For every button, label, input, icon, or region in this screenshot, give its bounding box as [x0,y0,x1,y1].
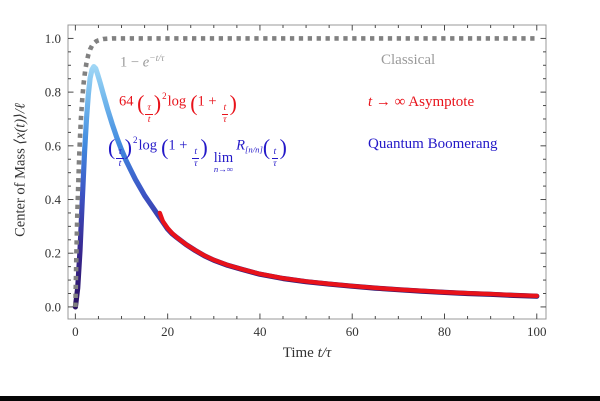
left-paren: ( [137,91,145,116]
formula-text: e [142,54,150,71]
formula-exponent: 2 [133,135,138,145]
tick-label: 40 [253,324,266,339]
x-axis-label: Time t/τ [282,345,332,361]
right-paren: ) [124,135,133,160]
formula-text: 1 + [197,93,221,110]
tick-label: 100 [527,324,547,339]
left-paren: ( [190,91,198,116]
classical-formula: 1 − e−t/τ [120,54,164,70]
right-paren: ) [153,91,162,116]
legend-classical-label: Classical [381,52,436,68]
legend-asymptote-label: t → ∞ Asymptote [368,94,475,110]
page-bottom-rule [0,396,600,401]
asymptote-curve [157,210,539,299]
left-paren: ( [108,135,116,160]
right-paren: ) [200,135,208,160]
right-paren: ) [279,135,287,160]
limit-operator: lim n→∞ [213,149,234,175]
pade-symbol: R [236,137,245,154]
tick-label: 80 [438,324,451,339]
log-operator: log [138,137,158,154]
pade-subscript: [n/n] [244,144,263,155]
legend-quantum-label: Quantum Boomerang [368,136,498,152]
tick-label: 0.2 [45,246,61,261]
formula-coefficient: 64 [119,93,138,110]
tick-label: 20 [161,324,174,339]
tick-label: 0.6 [45,138,62,153]
tick-label: 0.4 [45,192,62,207]
plot-frame [67,24,547,320]
formula-exponent: 2 [162,91,167,101]
left-paren: ( [262,135,271,160]
right-paren: ) [229,91,237,116]
quantum-formula: (τ t)2log (1 + t τ) lim n→∞ R[n/n](t τ) [108,136,287,174]
tick-label: 60 [346,324,359,339]
formula-text: 1 − [120,54,143,71]
left-paren: ( [161,135,169,160]
tick-label: 0.0 [45,299,61,314]
tick-label: 1.0 [45,31,61,46]
formula-text: 1 + [168,137,191,154]
y-axis-label: Center of Mass ⟨x(t)⟩/ℓ [12,103,29,237]
asymptote-formula: 64 (τ t)2log (1 + t τ) [119,92,237,125]
tick-label: 0 [72,324,79,339]
classical-curve [73,36,537,307]
tick-label: 0.8 [45,85,61,100]
formula-exponent: −t/τ [149,53,165,64]
log-operator: log [167,93,187,110]
